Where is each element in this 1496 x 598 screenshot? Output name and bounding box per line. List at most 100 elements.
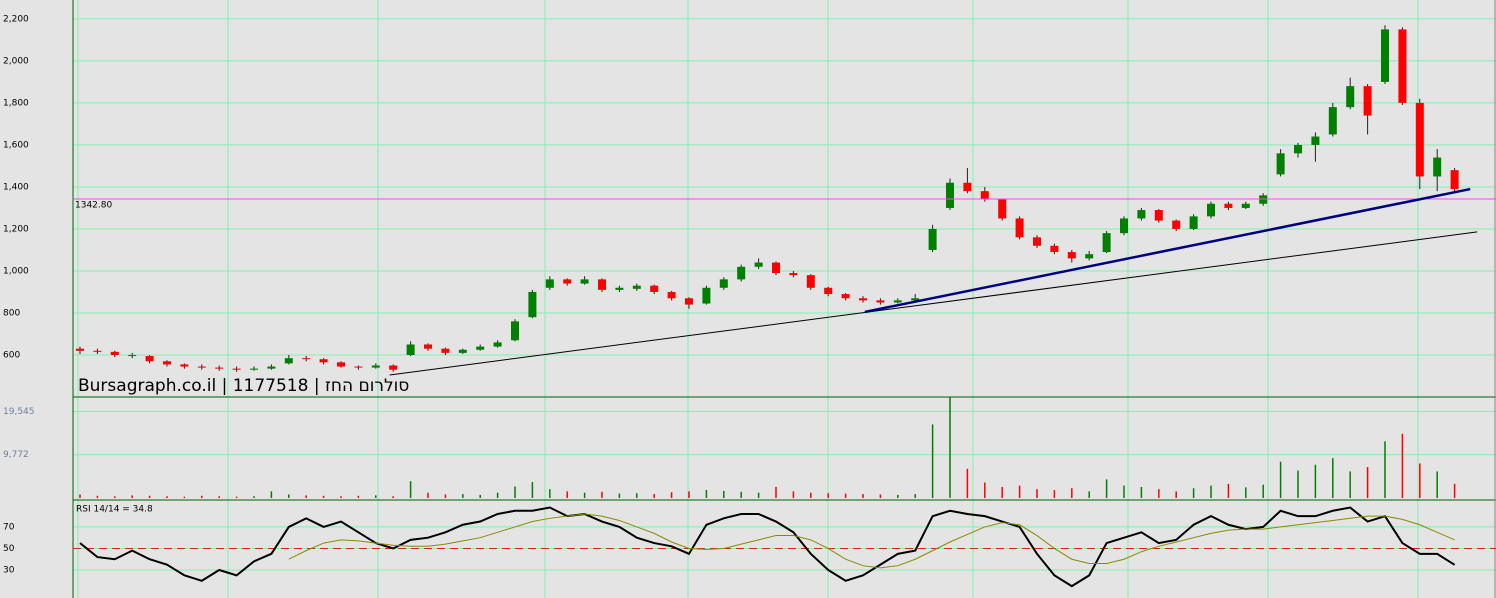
candle-body <box>145 356 154 362</box>
candle-body <box>824 287 833 295</box>
y-tick-label: 70 <box>3 522 15 532</box>
candle-body <box>93 350 102 352</box>
candle-body <box>1276 153 1285 175</box>
candle-body <box>789 273 798 276</box>
candle-body <box>528 291 537 318</box>
y-tick-label: 600 <box>3 350 20 360</box>
y-tick-label: 30 <box>3 566 15 576</box>
candle-body <box>1381 29 1389 82</box>
candle-body <box>302 358 311 360</box>
y-tick-label: 2,000 <box>3 56 29 66</box>
candle-body <box>1102 233 1111 253</box>
candle-body <box>876 300 885 303</box>
candle-body <box>354 366 363 368</box>
candle-body <box>458 349 467 353</box>
candle-body <box>806 275 815 288</box>
candle-body <box>963 182 972 192</box>
candle-body <box>632 285 641 289</box>
candle-body <box>667 291 676 299</box>
candle-body <box>1120 218 1128 234</box>
y-tick-label: 1,600 <box>3 140 29 150</box>
candle-body <box>267 366 276 369</box>
candle-body <box>1363 86 1372 116</box>
candle-body <box>946 182 954 208</box>
candle-body <box>702 287 711 304</box>
candle-body <box>980 191 989 200</box>
candle-body <box>1154 210 1163 221</box>
candle-body <box>580 279 589 284</box>
candle-body <box>893 300 902 303</box>
candle-body <box>476 346 485 350</box>
y-tick-label: 9,772 <box>3 450 29 460</box>
candle-body <box>737 266 746 280</box>
candle-body <box>163 361 171 365</box>
y-tick-label: 1,800 <box>3 98 29 108</box>
candle-body <box>76 348 84 351</box>
candle-body <box>1346 86 1355 108</box>
candle-body <box>1398 29 1407 103</box>
trend-line <box>389 231 1478 376</box>
candle-body <box>859 298 867 301</box>
candle-body <box>250 368 258 370</box>
candle-body <box>719 279 728 288</box>
rsi-line <box>288 513 1455 569</box>
y-tick-label: 2,200 <box>3 14 29 24</box>
y-tick-label: 50 <box>3 544 15 554</box>
candle-body <box>389 365 398 370</box>
candle-body <box>1015 218 1024 238</box>
reference-label: 1342.80 <box>75 200 112 210</box>
candle-body <box>424 344 432 349</box>
candle-body <box>685 298 693 305</box>
candle-body <box>598 279 606 290</box>
candle-body <box>1033 237 1041 246</box>
candle-body <box>1450 170 1459 190</box>
panel-title: RSI 14/14 = 34.8 <box>76 505 153 515</box>
candle-body <box>406 344 415 355</box>
candle-body <box>511 321 519 341</box>
rsi-line <box>79 506 1456 588</box>
y-tick-label: 1,400 <box>3 182 29 192</box>
candle-body <box>1085 254 1094 259</box>
candle-body <box>1050 245 1059 253</box>
candle-body <box>1294 144 1302 154</box>
candle-body <box>563 279 572 284</box>
candle-body <box>1137 210 1146 219</box>
candle-body <box>284 358 293 364</box>
candle-body <box>928 228 937 250</box>
y-tick-label: 19,545 <box>3 407 35 417</box>
watermark: Bursagraph.co.il | 1177518 | סולרום החז <box>78 376 409 396</box>
candle-body <box>1224 203 1233 208</box>
trend-line <box>864 187 1471 314</box>
candle-body <box>371 365 380 368</box>
candle-body <box>1311 136 1320 145</box>
candle-body <box>110 351 119 355</box>
candle-body <box>754 262 763 267</box>
candle-body <box>650 285 659 292</box>
candle-body <box>911 298 920 301</box>
candle-body <box>337 362 345 367</box>
candle-body <box>128 354 137 357</box>
candle-body <box>1207 203 1215 217</box>
candle-body <box>1328 107 1337 135</box>
candle-body <box>319 359 328 363</box>
candle-body <box>1433 157 1442 177</box>
candle-body <box>772 262 780 274</box>
candle-body <box>1172 220 1181 229</box>
candle-body <box>1241 203 1250 208</box>
candle-body <box>493 342 502 347</box>
candle-body <box>841 294 850 299</box>
y-tick-label: 1,000 <box>3 266 29 276</box>
candle-body <box>197 366 206 368</box>
candle-body <box>545 279 554 288</box>
candle-body <box>1189 216 1198 229</box>
y-tick-label: 800 <box>3 308 20 318</box>
candle-body <box>232 368 241 370</box>
candle-body <box>215 367 224 369</box>
candle-body <box>1067 252 1076 259</box>
candle-body <box>998 199 1007 219</box>
candle-body <box>1259 195 1268 204</box>
candle-body <box>1415 102 1424 177</box>
y-tick-label: 1,200 <box>3 224 29 234</box>
